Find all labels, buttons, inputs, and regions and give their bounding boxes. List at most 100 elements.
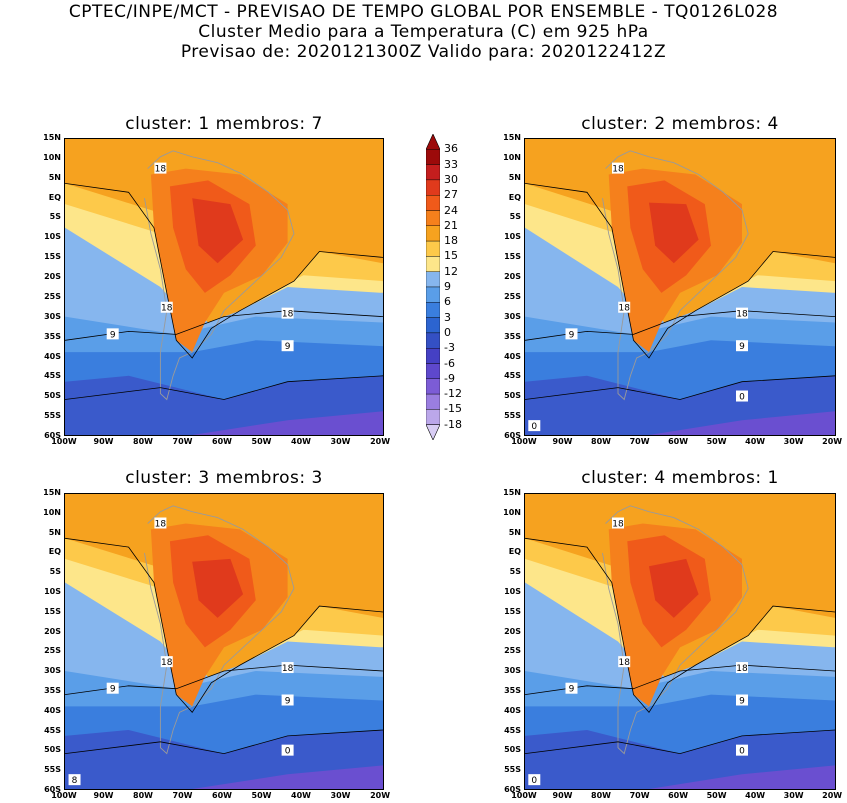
colorbar-label: 6: [444, 295, 451, 309]
coastline: [144, 505, 295, 755]
header-line3: Previsao de: 2020121300Z Valido para: 20…: [180, 42, 667, 62]
colorbar-swatch: [425, 164, 441, 181]
contour-label: 9: [569, 330, 575, 340]
contour-label: 18: [155, 520, 167, 530]
contour-label-box: [565, 328, 578, 340]
colorbar-label: 3: [444, 310, 451, 324]
colorbar-swatch: [425, 393, 441, 410]
contour-label-box: [618, 656, 631, 668]
contour-label-box: [160, 301, 173, 313]
lat-tick-label: 25S: [504, 646, 521, 656]
contour-label-box: [281, 744, 294, 756]
lon-tick-label: 90W: [93, 791, 114, 800]
contour-label: 18: [161, 304, 173, 314]
lat-tick-label: 25S: [504, 291, 521, 301]
hottest-core: [649, 558, 699, 618]
panel-title-1: cluster: 1 membros: 7: [125, 114, 323, 134]
contour-label: 9: [285, 342, 291, 352]
lat-tick-label: 30S: [504, 311, 521, 321]
lat-tick-label: 40S: [504, 705, 521, 715]
colorbar-swatch: [425, 347, 441, 364]
colorbar-label: -9: [444, 371, 455, 385]
panel-title-4: cluster: 4 membros: 1: [581, 468, 779, 488]
coastline: [602, 505, 749, 755]
colorbar-swatch: [425, 317, 441, 334]
colorbar-label: -15: [444, 402, 462, 416]
lat-tick-label: 15S: [504, 606, 521, 616]
lat-tick-label: 15S: [44, 606, 61, 616]
lat-tick-label: 50S: [504, 745, 521, 755]
contour-label-box: [281, 340, 294, 352]
lon-tick-label: 70W: [629, 437, 650, 446]
contour-label: 18: [282, 664, 294, 674]
contour-0: [525, 375, 835, 400]
coastline: [602, 150, 749, 401]
contour-label: 18: [618, 658, 630, 668]
lat-tick-label: 15S: [504, 252, 521, 262]
coastline: [144, 150, 295, 401]
lon-tick-label: 60W: [668, 437, 689, 446]
colorbar-label: 9: [444, 280, 451, 293]
lat-tick-label: 10S: [44, 232, 61, 242]
lat-tick-label: 10N: [43, 507, 61, 517]
colorbar-label: 27: [444, 188, 458, 202]
lat-tick-label: 5N: [48, 527, 61, 537]
lon-tick-label: 60W: [668, 791, 689, 800]
colorbar-swatch: [425, 225, 441, 242]
lon-tick-label: 50W: [706, 437, 727, 446]
contour-label-box: [281, 307, 294, 319]
contour-label: 0: [285, 747, 291, 757]
contour-label: 18: [612, 520, 624, 530]
colorbar-swatch: [425, 302, 441, 318]
lat-tick-label: 50S: [44, 745, 61, 755]
contour-label-box: [281, 662, 294, 674]
contour-label: 0: [739, 393, 745, 403]
panel-title-2: cluster: 2 membros: 4: [581, 114, 779, 134]
lat-tick-label: EQ: [508, 547, 521, 557]
panel-title-3: cluster: 3 membros: 3: [125, 468, 323, 488]
colorbar-label: 30: [444, 172, 458, 186]
contour-label-box: [612, 162, 624, 174]
colorbar-label: -18: [444, 417, 462, 431]
colorbar-swatch: [425, 195, 441, 211]
lon-tick-label: 80W: [591, 437, 612, 446]
lat-tick-label: 40S: [44, 351, 61, 361]
lat-tick-label: 20S: [504, 626, 521, 636]
contour-label-box: [68, 774, 81, 786]
lon-tick-label: 30W: [330, 791, 351, 800]
colorbar-bottom-arrow: [425, 424, 441, 441]
lat-tick-label: 60S: [504, 785, 521, 794]
lat-tick-label: 60S: [44, 785, 61, 794]
lat-tick-label: 50S: [504, 391, 521, 401]
lat-tick-label: 15S: [44, 252, 61, 262]
lat-tick-label: 5S: [509, 212, 521, 222]
contour-label: 9: [739, 342, 745, 352]
lon-tick-label: 100W: [51, 437, 77, 446]
map-panel-2: 18 18 18 9 9 0 0: [524, 138, 836, 436]
hottest-core: [192, 558, 244, 618]
colorbar-swatch: [425, 286, 441, 303]
lat-tick-label: EQ: [48, 192, 61, 202]
map-panel-3: 18 18 18 9 9 0 8: [64, 493, 384, 790]
lat-tick-label: 40S: [504, 351, 521, 361]
contour-18: [525, 537, 835, 713]
lon-tick-label: 70W: [172, 791, 193, 800]
lon-tick-label: 80W: [133, 791, 153, 800]
contour-label: 0: [531, 422, 537, 432]
contour-label-box: [736, 340, 748, 352]
colorbar-label: 36: [444, 142, 458, 156]
contour-label-box: [736, 390, 748, 402]
contour-0: [65, 729, 383, 755]
contour-label-box: [618, 301, 631, 313]
lat-tick-label: 45S: [504, 371, 521, 381]
colorbar-label: 21: [444, 218, 458, 232]
contour-label: 18: [736, 310, 748, 320]
lat-tick-label: 30S: [44, 311, 61, 321]
colorbar-swatch: [425, 271, 441, 288]
contour-label-box: [106, 328, 119, 340]
lat-tick-label: 55S: [44, 765, 61, 775]
lat-tick-label: 15N: [43, 133, 61, 142]
contour-label-box: [565, 682, 578, 694]
lat-tick-label: 30S: [44, 666, 61, 676]
lat-tick-label: 10S: [504, 232, 521, 242]
